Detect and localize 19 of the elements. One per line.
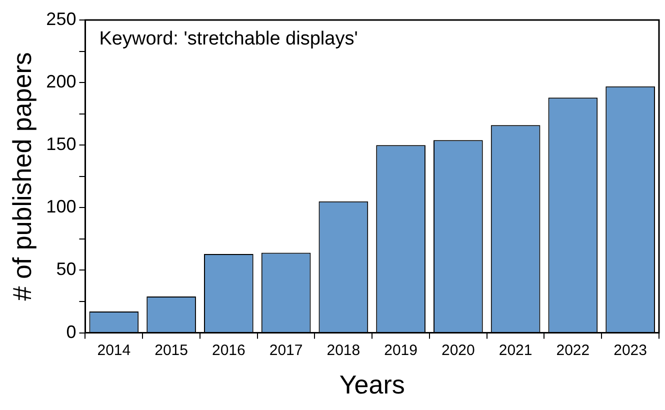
y-tick-label: 100 xyxy=(46,196,76,217)
x-tick-label: 2019 xyxy=(384,342,418,359)
x-tick-label: 2022 xyxy=(556,342,590,359)
x-tick-label: 2016 xyxy=(212,342,246,359)
x-tick-label: 2021 xyxy=(498,342,532,359)
annotation: Keyword: 'stretchable displays' xyxy=(99,28,358,50)
y-axis-title: # of published papers xyxy=(6,52,37,301)
y-tick-label: 0 xyxy=(66,322,76,342)
x-tick-label: 2023 xyxy=(614,342,647,359)
x-tick-label: 2020 xyxy=(441,342,475,359)
y-tick-label: 150 xyxy=(46,134,76,154)
x-tick-label: 2014 xyxy=(97,342,131,359)
x-tick-label: 2017 xyxy=(269,342,303,359)
x-axis-title: Years xyxy=(339,370,405,400)
y-tick-label: 50 xyxy=(56,259,76,280)
y-tick-label: 250 xyxy=(46,8,76,29)
x-tick-label: 2015 xyxy=(154,342,188,359)
y-tick-label: 200 xyxy=(46,72,76,92)
x-tick-label: 2018 xyxy=(326,342,360,359)
